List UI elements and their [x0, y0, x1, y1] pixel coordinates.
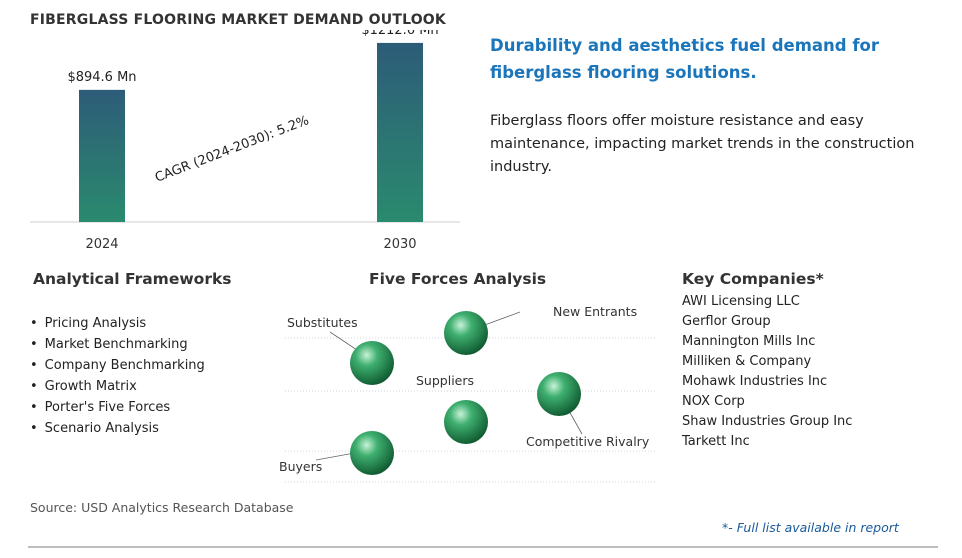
- bar-value-label: $1212.6 Mn: [361, 30, 438, 38]
- force-label-suppliers: Suppliers: [416, 373, 474, 388]
- suppliers-sphere: [444, 400, 488, 444]
- framework-item: Market Benchmarking: [30, 334, 205, 355]
- buyers-sphere: [350, 431, 394, 475]
- companies-list: AWI Licensing LLC Gerflor Group Manningt…: [682, 292, 852, 452]
- company-item: AWI Licensing LLC: [682, 294, 800, 309]
- cagr-annotation: CAGR (2024-2030): 5.2%: [153, 113, 311, 186]
- source-note: Source: USD Analytics Research Database: [30, 500, 294, 515]
- company-item: Gerflor Group: [682, 314, 771, 329]
- force-label-new-entrants: New Entrants: [553, 304, 637, 319]
- connector-new-entrants: [481, 311, 521, 327]
- company-item: NOX Corp: [682, 394, 745, 409]
- company-item: Mohawk Industries Inc: [682, 374, 828, 389]
- frameworks-list: Pricing Analysis Market Benchmarking Com…: [30, 313, 205, 439]
- bar-2024: [79, 89, 125, 222]
- force-label-substitutes: Substitutes: [287, 315, 358, 330]
- bar-2030: [377, 42, 423, 222]
- framework-item: Company Benchmarking: [30, 355, 205, 376]
- bar-chart: $894.6 Mn $1212.6 Mn 2024 2030 CAGR (2024-…: [30, 30, 460, 252]
- five-forces-diagram: Substitutes New Entrants Suppliers Compe…: [279, 304, 655, 483]
- company-item: Mannington Mills Inc: [682, 334, 816, 349]
- frameworks-title: Analytical Frameworks: [33, 270, 232, 288]
- substitutes-sphere: [350, 341, 394, 385]
- chart-title: FIBERGLASS FLOORING MARKET DEMAND OUTLOO…: [30, 12, 446, 28]
- bar-value-label: $894.6 Mn: [67, 70, 136, 85]
- rivalry-sphere: [537, 372, 581, 416]
- company-item: Tarkett Inc: [682, 434, 750, 449]
- footnote: *- Full list available in report: [722, 520, 899, 535]
- company-item: Milliken & Company: [682, 354, 812, 369]
- bottom-divider: [28, 546, 938, 548]
- x-tick-label: 2030: [383, 237, 416, 252]
- framework-item: Scenario Analysis: [30, 418, 205, 439]
- force-label-rivalry: Competitive Rivalry: [526, 434, 650, 449]
- new-entrants-sphere: [444, 311, 488, 355]
- headline: Durability and aesthetics fuel demand fo…: [490, 36, 879, 82]
- framework-item: Porter's Five Forces: [30, 397, 205, 418]
- framework-item: Growth Matrix: [30, 376, 205, 397]
- framework-item: Pricing Analysis: [30, 313, 205, 334]
- x-tick-label: 2024: [85, 237, 118, 252]
- force-label-buyers: Buyers: [279, 459, 322, 474]
- companies-title: Key Companies*: [682, 270, 824, 288]
- company-item: Shaw Industries Group Inc: [682, 414, 853, 429]
- description: Fiberglass floors offer moisture resista…: [490, 113, 915, 175]
- five-forces-title: Five Forces Analysis: [369, 270, 547, 288]
